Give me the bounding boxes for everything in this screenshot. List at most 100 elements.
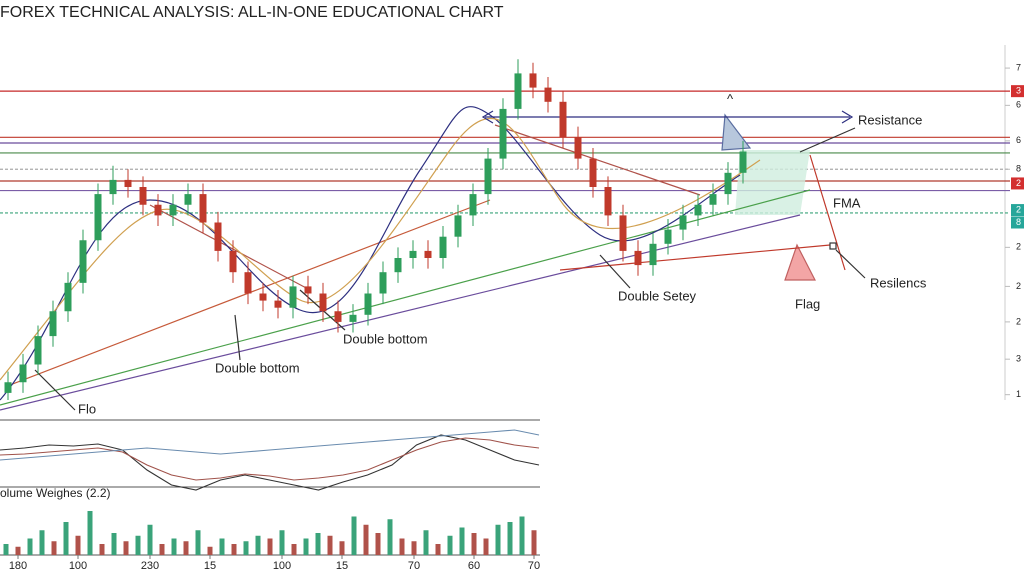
candle-body <box>64 282 72 312</box>
oscillator-line <box>0 434 540 491</box>
pointer <box>599 254 631 289</box>
volume-bar <box>339 541 345 555</box>
oscillator <box>0 429 540 491</box>
oscillator-line <box>0 429 540 461</box>
candle-body <box>379 272 387 294</box>
x-tick-label: 15 <box>204 560 216 572</box>
volume-bar <box>171 538 177 555</box>
volume-bar <box>507 522 513 555</box>
price-tag <box>1011 216 1024 229</box>
volume-bar <box>159 544 165 555</box>
y-tick-label: 6 <box>1016 135 1021 145</box>
volume-bar <box>495 524 501 555</box>
volume-bar <box>111 533 117 555</box>
candle-body <box>334 311 342 322</box>
candle-body <box>319 293 327 312</box>
candle-body <box>544 87 552 102</box>
annotation: Flag <box>795 296 820 311</box>
volume-bar <box>183 541 189 555</box>
candle-body <box>604 187 612 216</box>
annotation: Resilencs <box>870 275 927 290</box>
candle-body <box>229 250 237 273</box>
price-tag-label: 2 <box>1016 178 1021 188</box>
candle-body <box>169 204 177 216</box>
candle-body <box>499 108 507 159</box>
volume-bar <box>87 511 93 555</box>
candle-body <box>274 300 282 308</box>
x-tick-label: 100 <box>69 560 87 572</box>
y-tick-label: 2 <box>1016 281 1021 291</box>
volume-bar <box>399 538 405 555</box>
y-tick-label: 8 <box>1016 164 1021 174</box>
chart-title: FOREX TECHNICAL ANALYSIS: ALL-IN-ONE EDU… <box>0 4 504 21</box>
candles <box>4 59 747 400</box>
price-tag-label: 3 <box>1016 86 1021 96</box>
candle-body <box>19 364 27 383</box>
candle-body <box>634 250 642 266</box>
candle-body <box>94 194 102 241</box>
moving-average <box>0 117 761 381</box>
candle-body <box>484 158 492 195</box>
candle-body <box>694 204 702 216</box>
volume-bar <box>75 535 81 555</box>
candle-body <box>649 243 657 266</box>
candle-body <box>739 151 747 173</box>
y-tick-label: 7 <box>1016 62 1021 72</box>
price-tag-label: 2 <box>1016 204 1021 214</box>
x-tick-label: 60 <box>468 560 480 572</box>
oscillator-line <box>0 437 540 481</box>
candle-body <box>364 293 372 315</box>
volume-bar <box>363 524 369 555</box>
volume-bar <box>267 538 273 555</box>
volume-bar <box>351 516 357 555</box>
price-tag-label: 8 <box>1016 217 1021 227</box>
annotation: FMA <box>833 195 861 210</box>
candle-body <box>244 272 252 294</box>
candle-body <box>709 194 717 205</box>
flag-triangle <box>784 243 816 281</box>
volume-bar <box>411 541 417 555</box>
candle-body <box>34 336 42 365</box>
x-tick-label: 70 <box>408 560 420 572</box>
candle-body <box>454 215 462 237</box>
marker <box>829 242 837 250</box>
volume-bar <box>135 535 141 555</box>
candle-body <box>679 215 687 230</box>
candle-body <box>304 286 312 294</box>
volume-bar <box>39 530 45 555</box>
candle-body <box>124 179 132 187</box>
trend-line <box>149 204 311 291</box>
volume-bar <box>291 544 297 555</box>
annotation: Double bottom <box>215 360 300 375</box>
trend-line <box>0 189 811 406</box>
volume-bar <box>327 535 333 555</box>
candle-body <box>409 250 417 258</box>
x-tick-label: 15 <box>336 560 348 572</box>
candle-body <box>664 229 672 244</box>
volume-title: olume Weighes (2.2) <box>0 486 111 500</box>
x-tick-label: 180 <box>9 560 27 572</box>
pointer <box>835 249 866 279</box>
volume-bar <box>51 541 57 555</box>
annotation: Double Setey <box>618 288 697 303</box>
candle-body <box>724 172 732 195</box>
annotation: Flo <box>78 401 96 416</box>
annotation: ^ <box>727 91 734 106</box>
candle-body <box>199 194 207 223</box>
volume-bar <box>255 535 261 555</box>
price-tag <box>1011 204 1024 217</box>
volume-bar <box>147 524 153 555</box>
shaded-zone <box>735 150 810 215</box>
volume-bar <box>303 538 309 555</box>
pointer <box>234 314 241 361</box>
volume-bar <box>27 538 33 555</box>
candle-body <box>4 382 12 393</box>
volume-bar <box>459 527 465 555</box>
volume-bar <box>531 530 537 555</box>
candle-body <box>184 194 192 205</box>
volume-bar <box>219 538 225 555</box>
arrowhead <box>481 110 854 124</box>
candle-body <box>289 286 297 308</box>
volume-bar <box>375 533 381 555</box>
